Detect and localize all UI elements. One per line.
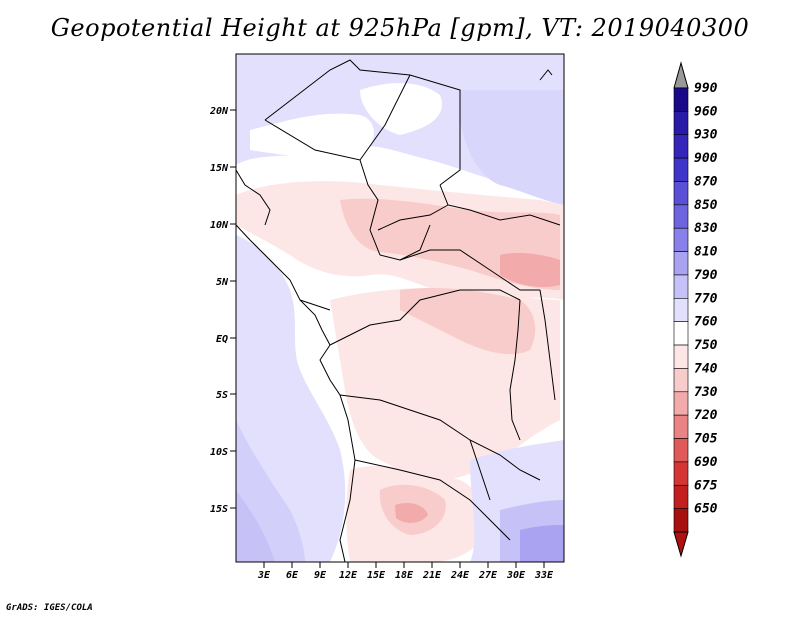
lat-tick-label: 10S: [210, 447, 228, 458]
lon-tick-label: 9E: [314, 570, 327, 581]
geopotential-field: [236, 54, 564, 562]
colorbar-legend: 990 960 930 900 870 850 830 810 790 770 760 750 740 7…: [673, 61, 718, 558]
lon-tick-label: 12E: [339, 570, 358, 581]
colorbar-segment: [673, 274, 689, 299]
colorbar-level-label: 900: [694, 151, 718, 166]
map-title: Geopotential Height at 925hPa [gpm], VT:…: [50, 14, 750, 42]
colorbar-segment: [673, 157, 689, 182]
colorbar-level-label: 705: [694, 432, 718, 447]
lon-tick-label: 18E: [395, 570, 414, 581]
lon-tick-label: 24E: [450, 570, 470, 581]
colorbar-level-label: 730: [694, 385, 718, 400]
colorbar-segment: [673, 321, 689, 346]
colorbar-level-label: 740: [694, 361, 718, 376]
colorbar-segment: [673, 227, 689, 252]
colorbar-level-label: 675: [694, 478, 718, 493]
colorbar-segment: [673, 298, 689, 322]
colorbar-level-label: 750: [694, 338, 718, 353]
colorbar-level-label: 850: [694, 198, 718, 213]
lon-tick-label: 33E: [534, 570, 554, 581]
lat-axis: 20N 15N 10N 5N EQ 5S 10S 15S: [209, 106, 236, 515]
lat-tick-label: 5N: [216, 277, 229, 288]
colorbar-level-label: 830: [694, 221, 718, 236]
colorbar-segment: [673, 368, 689, 393]
colorbar-bottom-arrow: [673, 531, 689, 558]
colorbar-level-label: 960: [694, 104, 718, 119]
colorbar-level-label: 870: [694, 174, 718, 189]
lat-tick-label: EQ: [216, 334, 228, 345]
lon-tick-label: 6E: [286, 570, 299, 581]
colorbar-segment: [673, 181, 689, 206]
colorbar-segment: [673, 484, 689, 509]
lon-tick-label: 15E: [367, 570, 386, 581]
colorbar-segment: [673, 461, 689, 486]
lon-tick-label: 3E: [257, 570, 271, 581]
colorbar-level-label: 760: [694, 315, 718, 330]
lon-tick-label: 30E: [506, 570, 526, 581]
colorbar-level-label: 810: [694, 245, 718, 260]
country-borders: [236, 59, 561, 562]
colorbar-level-label: 720: [694, 408, 718, 423]
colorbar-segment: [673, 344, 689, 369]
colorbar-segment: [673, 87, 689, 112]
colorbar-level-label: 930: [694, 128, 718, 143]
lon-tick-label: 21E: [422, 570, 442, 581]
lat-tick-label: 10N: [210, 220, 229, 231]
colorbar-level-label: 650: [694, 502, 718, 517]
colorbar-level-label: 770: [694, 291, 718, 306]
lon-axis: 3E 6E 9E 12E 15E 18E 21E 24E 27E 30E 33E: [257, 562, 554, 581]
lat-tick-label: 20N: [209, 106, 229, 117]
colorbar-segment: [673, 508, 689, 533]
colorbar-top-arrow: [673, 61, 689, 89]
lat-tick-label: 5S: [216, 390, 228, 401]
colorbar-level-label: 990: [694, 81, 718, 96]
colorbar-segment: [673, 414, 689, 439]
colorbar-segment: [673, 134, 689, 159]
map-frame: [235, 53, 565, 563]
colorbar-level-label: 690: [694, 455, 718, 470]
lon-tick-label: 27E: [478, 570, 498, 581]
colorbar-level-label: 790: [694, 268, 718, 283]
colorbar-segment: [673, 438, 689, 463]
colorbar-segment: [673, 251, 689, 276]
colorbar-segment: [673, 111, 689, 136]
colorbar-segment: [673, 391, 689, 416]
lat-tick-label: 15S: [210, 504, 228, 515]
lat-tick-label: 15N: [210, 163, 229, 174]
grads-credit: GrADS: IGES/COLA: [6, 603, 93, 613]
colorbar-segment: [673, 204, 689, 229]
